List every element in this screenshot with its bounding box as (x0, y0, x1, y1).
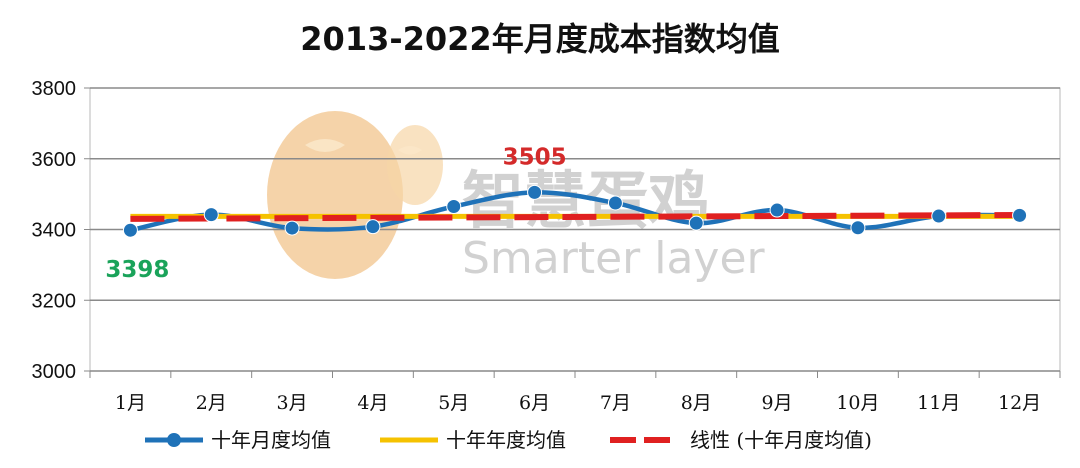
x-tick-label: 7月 (600, 392, 631, 414)
x-tick-label: 5月 (438, 392, 469, 414)
data-point-monthly (688, 215, 704, 231)
data-point-monthly (527, 184, 543, 200)
x-axis: 1月 2月 3月 4月 5月 6月 7月 8月 9月 10月 11月 12月 (115, 392, 1041, 414)
x-tick-label: 6月 (519, 392, 550, 414)
legend-item-average: 十年年度均值 (380, 428, 566, 452)
chart-title: 2013-2022年月度成本指数均值 (300, 20, 779, 58)
watermark-en: Smarter layer (462, 233, 766, 284)
legend: 十年月度均值 十年年度均值 线性 (十年月度均值) (145, 428, 872, 452)
data-point-monthly (122, 222, 138, 238)
x-tick-label: 10月 (836, 392, 879, 414)
legend-item-trend: 线性 (十年月度均值) (610, 428, 872, 452)
plot-area (122, 184, 1028, 238)
legend-label-trend: 线性 (十年月度均值) (690, 428, 872, 452)
data-point-monthly (365, 219, 381, 235)
annotation-max: 3505 (503, 144, 567, 170)
y-tick-label: 3200 (32, 290, 77, 312)
x-tick-label: 3月 (277, 392, 308, 414)
data-point-monthly (284, 220, 300, 236)
x-tick-label: 11月 (917, 392, 960, 414)
annotations: 3398 3505 (105, 144, 566, 283)
x-tick-label: 2月 (196, 392, 227, 414)
data-point-monthly (607, 195, 623, 211)
legend-label-monthly: 十年月度均值 (211, 428, 331, 452)
legend-item-monthly: 十年月度均值 (145, 428, 331, 452)
legend-marker-monthly (167, 433, 181, 447)
y-tick-label: 3400 (32, 220, 77, 242)
logo-icon (267, 111, 443, 279)
y-axis: 3000 3200 3400 3600 3800 (32, 78, 77, 383)
legend-label-average: 十年年度均值 (446, 428, 566, 452)
data-point-monthly (850, 220, 866, 236)
data-point-monthly (769, 202, 785, 218)
annotation-min: 3398 (105, 257, 169, 283)
x-tick-label: 4月 (357, 392, 388, 414)
data-point-monthly (446, 199, 462, 215)
x-tick-label: 9月 (762, 392, 793, 414)
data-point-monthly (931, 208, 947, 224)
watermark-cn: 智慧蛋鸡 (462, 164, 710, 237)
y-tick-label: 3800 (32, 78, 77, 100)
data-point-monthly (1012, 207, 1028, 223)
x-tick-label: 1月 (115, 392, 146, 414)
grid (84, 87, 1061, 378)
x-tick-label: 12月 (998, 392, 1041, 414)
x-tick-label: 8月 (681, 392, 712, 414)
data-point-monthly (203, 207, 219, 223)
y-tick-label: 3600 (32, 149, 77, 171)
y-tick-label: 3000 (32, 361, 77, 383)
series-line-trend (130, 211, 1020, 222)
watermark: 智慧蛋鸡 Smarter layer (267, 111, 766, 284)
